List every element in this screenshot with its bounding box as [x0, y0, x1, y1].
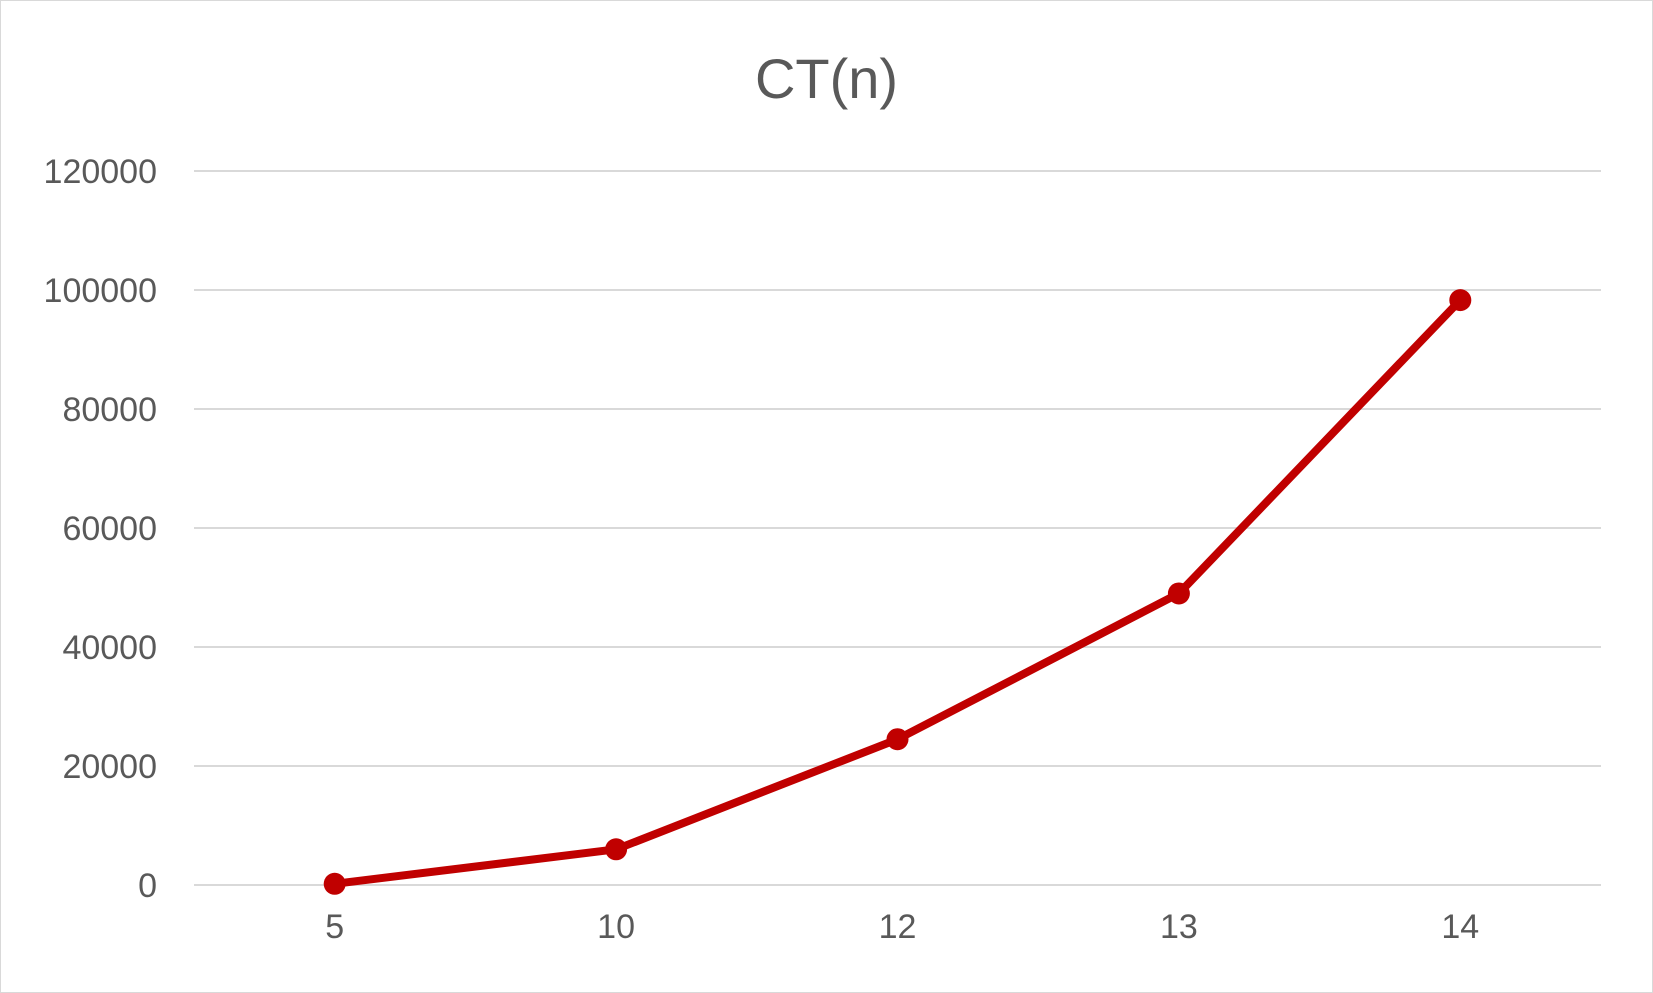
x-tick-label: 12 — [879, 908, 917, 946]
x-tick-label: 13 — [1160, 908, 1198, 946]
y-tick-label: 20000 — [62, 748, 157, 786]
data-point — [605, 838, 628, 861]
data-point — [1167, 582, 1190, 605]
y-tick-label: 100000 — [44, 272, 157, 310]
y-tick-label: 40000 — [62, 629, 157, 667]
x-tick-label: 10 — [597, 908, 635, 946]
y-tick-label: 80000 — [62, 391, 157, 429]
y-tick-label: 0 — [138, 867, 157, 905]
x-tick-label: 5 — [325, 908, 344, 946]
data-point — [886, 728, 909, 751]
chart-title: CT(n) — [754, 47, 899, 110]
series-line — [330, 296, 1465, 888]
x-tick-label: 14 — [1441, 908, 1479, 946]
y-tick-label: 60000 — [62, 510, 157, 548]
data-point — [323, 872, 346, 895]
data-point — [1449, 289, 1472, 312]
y-tick-label: 120000 — [44, 153, 157, 191]
